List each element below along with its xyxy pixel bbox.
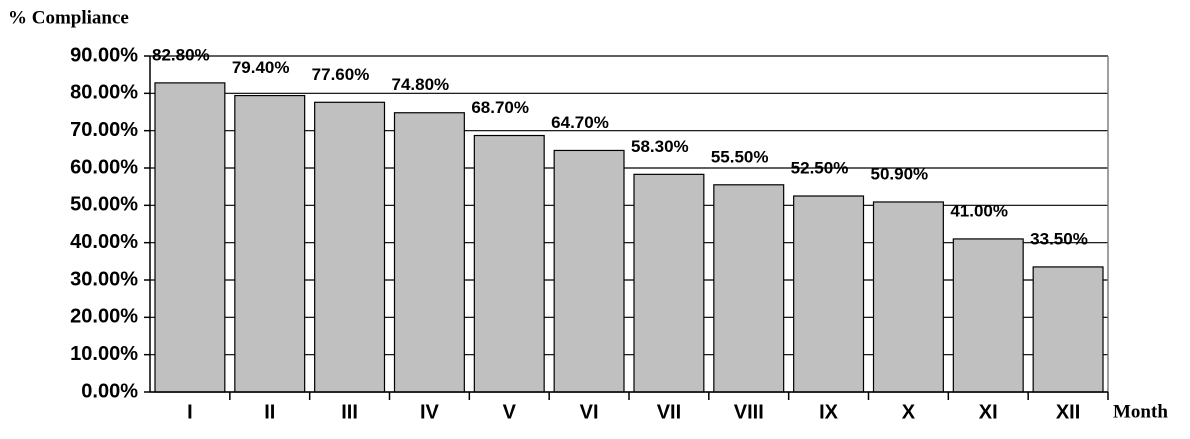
x-tick-label: IV: [420, 401, 440, 423]
value-label: 79.40%: [232, 58, 290, 77]
bar: [953, 239, 1023, 392]
value-label: 50.90%: [871, 164, 929, 183]
y-tick-label: 30.00%: [70, 268, 138, 290]
bar: [1033, 267, 1103, 392]
bar: [155, 83, 225, 392]
bar: [874, 202, 944, 392]
y-tick-label: 20.00%: [70, 306, 138, 328]
value-label: 77.60%: [312, 65, 370, 84]
bar: [395, 113, 465, 392]
x-tick-label: X: [902, 401, 916, 423]
value-label: 41.00%: [950, 201, 1008, 220]
value-label: 64.70%: [551, 113, 609, 132]
y-tick-label: 80.00%: [70, 82, 138, 104]
x-tick-label: IX: [819, 401, 839, 423]
value-label: 55.50%: [711, 147, 769, 166]
y-tick-label: 50.00%: [70, 194, 138, 216]
bar: [634, 174, 704, 392]
bar: [474, 136, 544, 392]
x-tick-label: I: [187, 401, 193, 423]
value-label: 68.70%: [471, 98, 529, 117]
x-tick-label: XI: [979, 401, 998, 423]
y-tick-label: 40.00%: [70, 231, 138, 253]
x-tick-label: VII: [657, 401, 681, 423]
bar: [714, 185, 784, 392]
x-axis-title: Month: [1113, 401, 1168, 422]
value-label: 58.30%: [631, 137, 689, 156]
value-label: 74.80%: [392, 75, 450, 94]
chart: % Compliance Month 0.00% 10.00% 20.00% 30.0…: [0, 0, 1190, 439]
y-tick-label: 70.00%: [70, 119, 138, 141]
value-label: 33.50%: [1030, 229, 1088, 248]
x-tick-label: XII: [1056, 401, 1080, 423]
y-tick-label: 60.00%: [70, 156, 138, 178]
x-tick-label: VIII: [734, 401, 764, 423]
y-tick-label: 90.00%: [70, 44, 138, 66]
bar: [315, 102, 385, 392]
bar: [235, 96, 305, 392]
value-label: 82.80%: [152, 45, 210, 64]
bar: [554, 150, 624, 392]
chart-title: % Compliance: [8, 7, 129, 28]
y-tick-label: 0.00%: [81, 380, 138, 402]
value-label: 52.50%: [791, 158, 849, 177]
x-tick-label: VI: [580, 401, 599, 423]
x-tick-label: V: [503, 401, 517, 423]
x-tick-label: II: [264, 401, 275, 423]
x-tick-label: III: [341, 401, 358, 423]
bar: [794, 196, 864, 392]
y-tick-label: 10.00%: [70, 343, 138, 365]
